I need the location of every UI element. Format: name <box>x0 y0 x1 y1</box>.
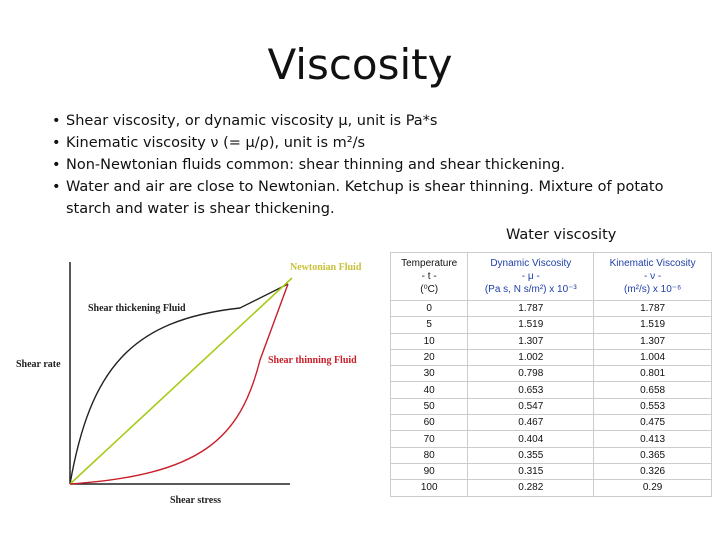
table-cell: 20 <box>389 348 469 367</box>
table-cell: 0.553 <box>593 397 712 416</box>
table-cell: 1.787 <box>593 299 712 318</box>
bullet: Shear viscosity, or dynamic viscosity μ,… <box>52 110 706 132</box>
table-row: 90 0.315 0.326 <box>389 462 712 481</box>
table-cell: 90 <box>389 462 469 481</box>
header-line: - ν - <box>644 271 662 282</box>
curve-label: Newtonian Fluid <box>290 262 362 273</box>
table-cell: 80 <box>389 446 469 464</box>
table-cell: 0.413 <box>593 430 712 448</box>
table-cell: 1.307 <box>467 332 595 350</box>
header-line: Dynamic Viscosity <box>490 258 572 269</box>
header-cell: Temperature - t - (⁰C) <box>389 252 469 301</box>
curve-label: Shear thickening Fluid <box>88 303 186 314</box>
header-line: - t - <box>421 271 437 282</box>
table-cell: 5 <box>389 316 469 334</box>
table-header: Temperature - t - (⁰C) Dynamic Viscosity - μ… <box>389 252 712 301</box>
thinning-curve <box>69 283 289 485</box>
flow-diagram: Newtonian Fluid Shear thickening Fluid S… <box>16 262 362 506</box>
table-row: 50 0.547 0.553 <box>389 397 712 416</box>
table-cell: 0.801 <box>593 365 712 383</box>
header-line: (⁰C) <box>420 284 439 295</box>
header-row: Temperature - t - (⁰C) Dynamic Viscosity - μ… <box>389 252 712 301</box>
table-cell: 0.326 <box>593 462 712 481</box>
y-axis-label: Shear rate <box>16 359 61 370</box>
table-cell: 70 <box>389 430 469 448</box>
table-cell: 30 <box>389 365 469 383</box>
bullet-list: Shear viscosity, or dynamic viscosity μ,… <box>52 110 706 220</box>
table-cell: 40 <box>389 381 469 399</box>
table-row: 100 0.282 0.29 <box>389 479 712 497</box>
table-cell: 1.787 <box>467 299 595 318</box>
table-row: 80 0.355 0.365 <box>389 446 712 464</box>
table-row: 40 0.653 0.658 <box>389 381 712 399</box>
table-cell: 0 <box>389 299 469 318</box>
table-row: 5 1.519 1.519 <box>389 316 712 334</box>
bullet: Kinematic viscosity ν (= μ/ρ), unit is m… <box>52 132 706 154</box>
table-cell: 0.315 <box>467 462 595 481</box>
table-cell: 1.519 <box>467 316 595 334</box>
table-caption: Water viscosity <box>506 227 617 243</box>
bullet: Non-Newtonian fluids common: shear thinn… <box>52 154 706 176</box>
header-line: (Pa s, N s/m²) x 10⁻³ <box>484 284 577 295</box>
header-cell: Kinematic Viscosity - ν - (m²/s) x 10⁻⁶ <box>593 252 712 301</box>
table-cell: 1.004 <box>593 348 712 367</box>
curve-label: Shear thinning Fluid <box>268 355 357 366</box>
table-cell: 60 <box>389 414 469 432</box>
table-cell: 10 <box>389 332 469 350</box>
slide-title: Viscosity <box>267 40 453 89</box>
header-line: (m²/s) x 10⁻⁶ <box>624 284 682 295</box>
table-body: 0 1.787 1.787 5 1.519 1.519 10 1.307 1.307 20 1.00… <box>389 299 712 497</box>
table-cell: 0.653 <box>467 381 595 399</box>
x-axis-label: Shear stress <box>170 495 221 506</box>
table-cell: 0.355 <box>467 446 595 464</box>
table-cell: 0.365 <box>593 446 712 464</box>
table-cell: 1.307 <box>593 332 712 350</box>
table-row: 0 1.787 1.787 <box>389 299 712 318</box>
table-cell: 0.475 <box>593 414 712 432</box>
thickening-curve <box>69 283 289 485</box>
table-cell: 0.404 <box>467 430 595 448</box>
table-row: 70 0.404 0.413 <box>389 430 712 448</box>
table-cell: 1.002 <box>467 348 595 367</box>
header-cell: Dynamic Viscosity - μ - (Pa s, N s/m²) x 1… <box>467 252 595 301</box>
header-line: Temperature <box>401 258 458 269</box>
table-cell: 0.547 <box>467 397 595 416</box>
bullet: Water and air are close to Newtonian. Ke… <box>52 176 706 220</box>
table-row: 10 1.307 1.307 <box>389 332 712 350</box>
header-line: Kinematic Viscosity <box>609 258 696 269</box>
newtonian-line <box>69 277 293 485</box>
table-cell: 0.282 <box>467 479 595 497</box>
table-cell: 1.519 <box>593 316 712 334</box>
table-cell: 100 <box>389 479 469 497</box>
viscosity-table: Temperature - t - (⁰C) Dynamic Viscosity - μ… <box>389 252 712 497</box>
table-cell: 50 <box>389 397 469 416</box>
table-row: 30 0.798 0.801 <box>389 365 712 383</box>
table-row: 20 1.002 1.004 <box>389 348 712 367</box>
table-cell: 0.658 <box>593 381 712 399</box>
table-cell: 0.467 <box>467 414 595 432</box>
table-cell: 0.798 <box>467 365 595 383</box>
table-cell: 0.29 <box>593 479 712 497</box>
header-line: - μ - <box>521 271 540 282</box>
table-row: 60 0.467 0.475 <box>389 414 712 432</box>
